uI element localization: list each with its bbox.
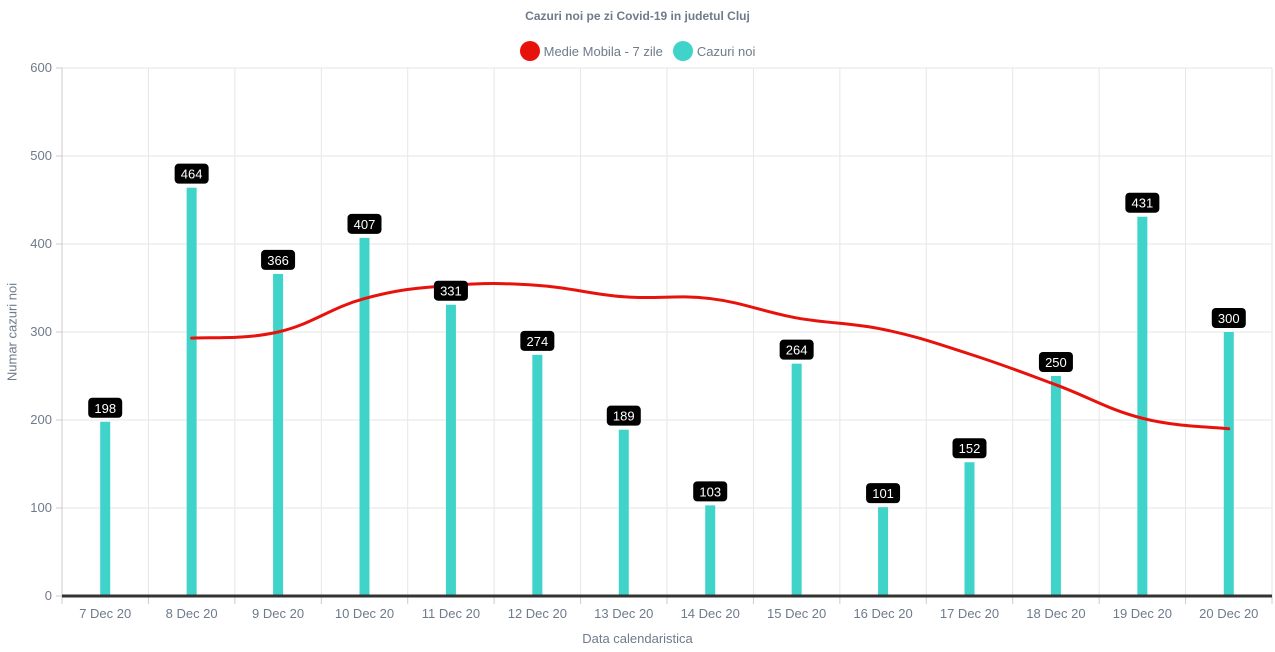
bar-new-cases xyxy=(532,354,543,596)
data-label-new-cases: 366 xyxy=(267,253,289,268)
bar-new-cases xyxy=(445,304,456,596)
bar-new-cases xyxy=(100,421,111,596)
data-label-box xyxy=(952,438,987,459)
legend-label-moving-average: Medie Mobila - 7 zile xyxy=(543,43,663,59)
data-label-box xyxy=(88,397,123,418)
x-tick-label: 18 Dec 20 xyxy=(1026,606,1085,621)
x-tick-label: 19 Dec 20 xyxy=(1113,606,1172,621)
bar-new-cases xyxy=(186,187,197,596)
data-label-box xyxy=(1211,308,1246,328)
x-tick-label: 14 Dec 20 xyxy=(681,606,740,621)
legend-marker-moving-average xyxy=(519,41,540,61)
x-tick-label: 20 Dec 20 xyxy=(1199,606,1258,621)
data-label-new-cases: 198 xyxy=(94,401,116,416)
chart-legend: Medie Mobila - 7 zile Cazuri noi xyxy=(0,41,1275,61)
x-tick-label: 13 Dec 20 xyxy=(594,606,653,621)
data-label-new-cases: 331 xyxy=(440,284,462,299)
x-tick-label: 7 Dec 20 xyxy=(79,606,131,621)
x-tick-label: 12 Dec 20 xyxy=(508,606,567,621)
data-label-new-cases: 264 xyxy=(786,343,808,358)
data-label-new-cases: 431 xyxy=(1132,196,1154,211)
data-label-box xyxy=(347,213,382,234)
data-label-box xyxy=(779,339,814,360)
bar-new-cases xyxy=(1137,216,1148,596)
x-tick-label: 11 Dec 20 xyxy=(422,606,480,621)
x-tick-label: 17 Dec 20 xyxy=(940,606,999,621)
data-label-box xyxy=(693,481,728,502)
data-label-new-cases: 103 xyxy=(699,484,721,499)
data-label-new-cases: 101 xyxy=(872,486,894,501)
bar-new-cases xyxy=(273,273,284,596)
x-axis-title: Data calendaristica xyxy=(582,631,693,646)
bar-new-cases xyxy=(705,505,716,596)
data-label-new-cases: 250 xyxy=(1045,355,1067,370)
data-label-box xyxy=(1038,352,1073,372)
bar-new-cases xyxy=(1223,332,1234,596)
x-tick-label: 9 Dec 20 xyxy=(252,606,304,621)
chart-title: Cazuri noi pe zi Covid-19 in judetul Clu… xyxy=(525,9,750,23)
bar-new-cases xyxy=(618,429,629,596)
data-label-box xyxy=(174,163,209,184)
data-label-new-cases: 189 xyxy=(613,409,635,424)
data-label-box xyxy=(1125,192,1160,213)
y-tick-label: 0 xyxy=(45,588,52,603)
y-axis-title: Numar cazuri noi xyxy=(4,282,20,382)
data-label-new-cases: 274 xyxy=(527,334,549,349)
bar-new-cases xyxy=(878,507,889,596)
data-label-box xyxy=(520,330,555,351)
y-tick-label: 200 xyxy=(30,412,52,427)
x-tick-label: 8 Dec 20 xyxy=(166,606,218,621)
x-tick-label: 16 Dec 20 xyxy=(853,606,912,621)
data-label-box xyxy=(866,483,901,504)
bar-new-cases xyxy=(791,363,802,596)
legend-item-moving-average[interactable]: Medie Mobila - 7 zile xyxy=(519,41,663,61)
x-tick-label: 10 Dec 20 xyxy=(335,606,394,621)
data-label-new-cases: 300 xyxy=(1218,311,1240,326)
data-label-new-cases: 407 xyxy=(354,217,376,232)
x-tick-label: 15 Dec 20 xyxy=(767,606,826,621)
y-tick-label: 400 xyxy=(30,236,52,251)
series-line-moving-average xyxy=(190,282,1231,431)
y-tick-label: 100 xyxy=(30,500,52,515)
legend-label-new-cases: Cazuri noi xyxy=(696,43,756,59)
bar-new-cases xyxy=(1050,376,1061,596)
bar-new-cases xyxy=(359,237,370,596)
y-tick-label: 600 xyxy=(30,60,52,75)
bar-new-cases xyxy=(964,462,975,596)
y-tick-label: 300 xyxy=(30,324,52,339)
y-tick-label: 500 xyxy=(30,148,52,163)
legend-item-new-cases[interactable]: Cazuri noi xyxy=(672,41,756,61)
data-label-new-cases: 152 xyxy=(959,441,981,456)
data-label-box xyxy=(433,280,468,301)
legend-marker-new-cases xyxy=(672,41,693,61)
data-label-new-cases: 464 xyxy=(181,167,203,182)
data-label-box xyxy=(606,405,641,426)
data-label-box xyxy=(261,249,296,270)
